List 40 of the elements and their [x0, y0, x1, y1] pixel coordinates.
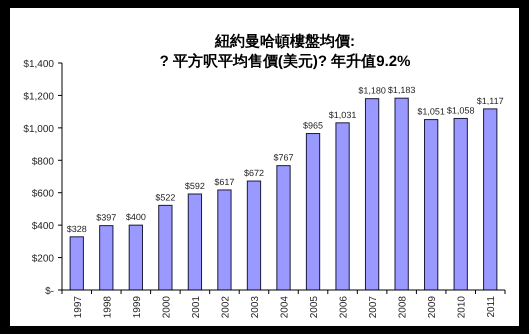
data-label: $1,051: [417, 106, 445, 117]
y-tick-label: $800: [32, 156, 54, 168]
data-label: $522: [155, 192, 176, 202]
chart-title: 紐約曼哈頓樓盤均價:: [214, 33, 355, 50]
data-label: $1,117: [476, 96, 504, 106]
y-tick-label: $-: [45, 286, 54, 297]
y-tick-label: $200: [32, 254, 54, 265]
x-tick-label: 2000: [161, 296, 172, 318]
y-tick-label: $1,400: [23, 59, 54, 70]
data-label: $617: [214, 176, 234, 187]
chart-subtitle: ? 平方呎平均售價(美元)? 年升值9.2%: [160, 52, 410, 70]
y-tick-label: $600: [32, 188, 54, 200]
y-tick-label: $1,200: [23, 91, 54, 102]
x-tick-label: 2008: [398, 296, 409, 318]
data-label: $397: [96, 212, 116, 223]
x-tick-label: 1998: [102, 296, 114, 318]
x-tick-label: 2009: [427, 296, 438, 318]
x-tick-label: 2007: [368, 296, 380, 318]
data-label: $767: [273, 152, 294, 163]
x-tick-label: 2005: [309, 296, 320, 318]
x-tick-label: 2002: [220, 296, 232, 318]
x-tick-label: 2003: [250, 296, 261, 318]
y-tick-label: $400: [32, 221, 54, 232]
data-label: $1,183: [388, 85, 416, 96]
x-tick-label: 2010: [456, 296, 468, 318]
x-tick-label: 2001: [190, 296, 202, 318]
data-label: $1,180: [358, 86, 386, 96]
data-label: $1,058: [446, 105, 474, 116]
data-label: $328: [66, 224, 87, 234]
y-tick-label: $1,000: [23, 124, 54, 135]
x-tick-label: 2006: [338, 296, 350, 318]
data-label: $592: [184, 181, 205, 192]
x-tick-label: 2011: [486, 296, 498, 318]
data-label: $965: [303, 120, 324, 131]
x-tick-label: 2004: [280, 296, 290, 318]
data-label: $1,031: [328, 110, 356, 120]
data-label: $672: [244, 168, 264, 178]
x-tick-label: 1997: [72, 296, 84, 318]
x-tick-label: 1999: [132, 296, 143, 318]
data-label: $400: [126, 212, 146, 222]
